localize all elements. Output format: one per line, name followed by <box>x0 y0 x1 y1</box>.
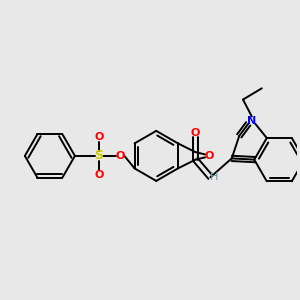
Text: O: O <box>191 128 200 138</box>
Text: O: O <box>94 170 104 180</box>
Text: O: O <box>115 151 125 161</box>
Text: O: O <box>205 151 214 161</box>
Text: H: H <box>210 172 218 182</box>
Text: S: S <box>94 149 103 162</box>
Text: O: O <box>94 132 104 142</box>
Text: N: N <box>247 116 256 126</box>
